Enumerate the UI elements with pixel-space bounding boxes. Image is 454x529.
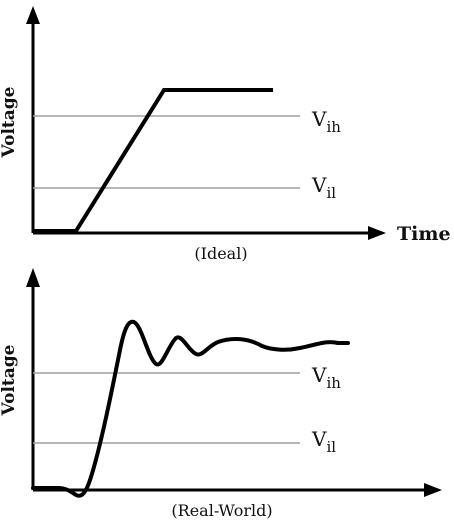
real-vil-label: Vil	[311, 427, 336, 456]
real-world-caption: (Real-World)	[171, 501, 272, 520]
ideal-x-axis-arrowhead	[368, 226, 386, 240]
ideal-x-axis-label: Time	[397, 223, 451, 245]
ideal-panel: Voltage Time Vih Vil (Ideal)	[0, 6, 451, 263]
real-y-axis-label: Voltage	[0, 344, 19, 416]
real-y-axis-arrowhead	[26, 268, 40, 287]
ideal-vil-label: Vil	[311, 173, 336, 202]
ideal-caption: (Ideal)	[194, 244, 247, 263]
real-world-panel: Voltage Vih Vil (Real-World)	[0, 268, 442, 520]
ideal-vih-label: Vih	[311, 107, 341, 136]
ideal-signal-waveform	[33, 88, 273, 233]
real-x-axis-arrowhead	[424, 483, 442, 497]
ideal-y-axis-arrowhead	[26, 6, 40, 24]
ideal-y-axis-label: Voltage	[0, 86, 19, 158]
real-world-signal-waveform	[31, 319, 350, 498]
real-vih-label: Vih	[311, 363, 341, 392]
